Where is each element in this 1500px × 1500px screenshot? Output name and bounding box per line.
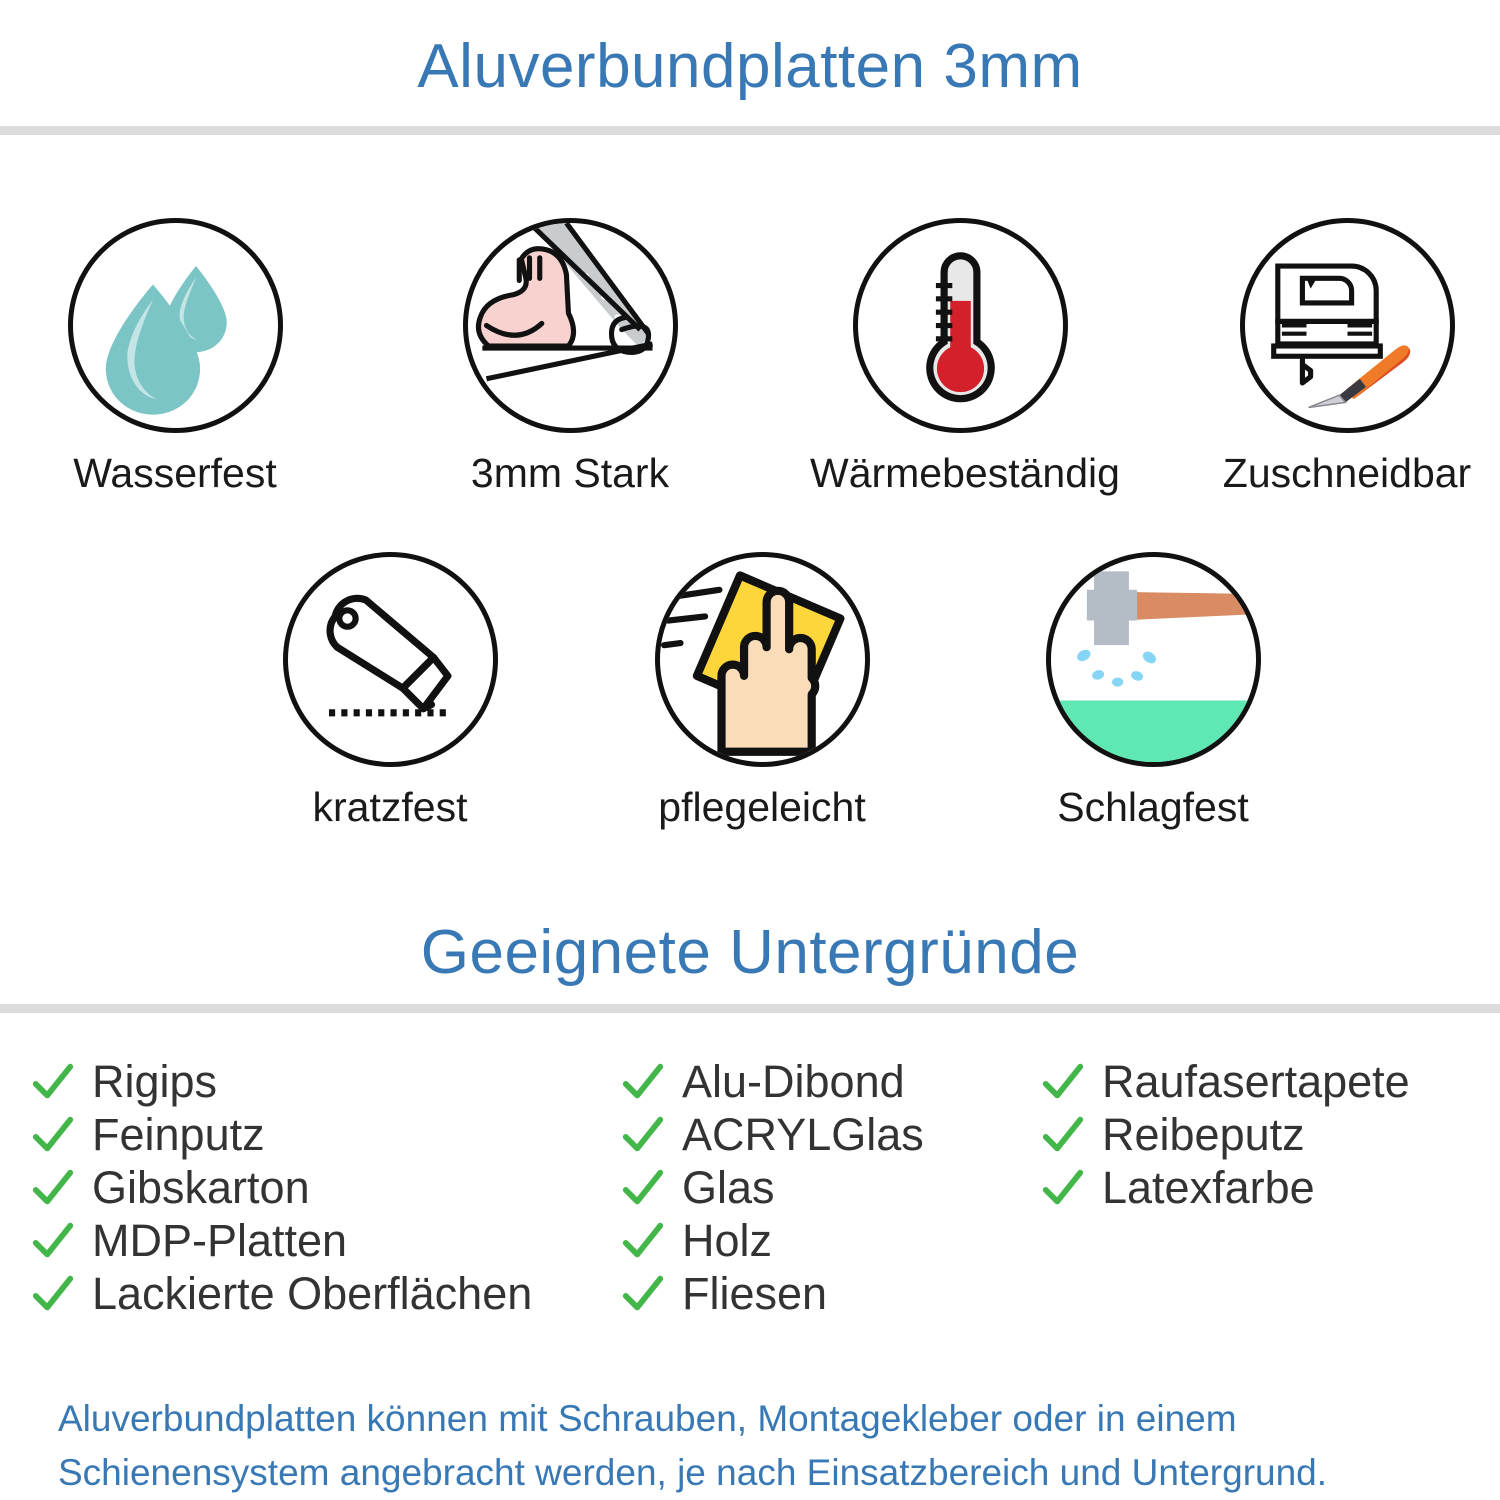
divider-middle bbox=[0, 1004, 1500, 1013]
feature-pflegeleicht: pflegeleicht bbox=[612, 552, 912, 830]
feature-icon-circle bbox=[654, 552, 870, 767]
list-item-label: Lackierte Oberflächen bbox=[92, 1268, 533, 1319]
cutter-knife-icon bbox=[325, 594, 451, 717]
list-item-label: Fliesen bbox=[682, 1268, 828, 1319]
page-title: Aluverbundplatten 3mm bbox=[0, 36, 1500, 98]
check-icon bbox=[32, 1063, 74, 1098]
mounting-note: Aluverbundplatten können mit Schrauben, … bbox=[58, 1398, 1328, 1493]
checklist-column-3: Raufasertapete Reibeputz Latexfarbe bbox=[1040, 1055, 1480, 1320]
check-icon bbox=[32, 1275, 74, 1310]
feature-label: Schlagfest bbox=[1057, 784, 1249, 830]
feature-icon-circle bbox=[1239, 218, 1455, 433]
list-item-label: Holz bbox=[682, 1215, 773, 1266]
feature-icon-circle bbox=[67, 218, 283, 433]
feature-label: 3mm Stark bbox=[470, 450, 670, 496]
flexed-arm-icon bbox=[475, 223, 653, 382]
feature-kratzfest: kratzfest bbox=[240, 552, 540, 830]
list-item: Raufasertapete bbox=[1040, 1055, 1480, 1108]
list-item: Rigips bbox=[30, 1055, 620, 1108]
list-item-label: Feinputz bbox=[92, 1109, 265, 1160]
feature-label: pflegeleicht bbox=[658, 784, 866, 830]
list-item: Gibskarton bbox=[30, 1161, 620, 1214]
feature-3mm-stark: 3mm Stark bbox=[420, 218, 720, 496]
feature-waermebestaendig: Wärmebeständig bbox=[810, 218, 1120, 496]
list-item: Reibeputz bbox=[1040, 1108, 1480, 1161]
list-item-label: MDP-Platten bbox=[92, 1215, 348, 1266]
section-heading-text: Geeignete Untergründe bbox=[420, 918, 1080, 987]
check-icon bbox=[32, 1222, 74, 1257]
feature-label: Wasserfest bbox=[73, 450, 277, 496]
list-item: Fliesen bbox=[620, 1267, 1040, 1320]
check-icon bbox=[622, 1063, 664, 1098]
hand-cloth-icon bbox=[660, 571, 844, 756]
feature-icon-circle bbox=[462, 218, 678, 433]
list-item-label: Rigips bbox=[92, 1056, 218, 1107]
divider-top bbox=[0, 126, 1500, 135]
check-icon bbox=[622, 1222, 664, 1257]
feature-icon-circle bbox=[282, 552, 498, 767]
page-title-text: Aluverbundplatten 3mm bbox=[417, 32, 1083, 101]
feature-label: kratzfest bbox=[312, 784, 468, 830]
list-item-label: Gibskarton bbox=[92, 1162, 310, 1213]
list-item: Feinputz bbox=[30, 1108, 620, 1161]
check-icon bbox=[1042, 1063, 1084, 1098]
list-item-label: Reibeputz bbox=[1102, 1109, 1305, 1160]
hammer-impact-icon bbox=[1050, 571, 1256, 762]
list-item-label: Alu-Dibond bbox=[682, 1056, 905, 1107]
checklist-column-2: Alu-Dibond ACRYLGlas Glas Holz Fliesen bbox=[620, 1055, 1040, 1320]
thermometer-icon bbox=[925, 252, 995, 403]
list-item-label: Latexfarbe bbox=[1102, 1162, 1315, 1213]
feature-wasserfest: Wasserfest bbox=[25, 218, 325, 496]
list-item: Glas bbox=[620, 1161, 1040, 1214]
check-icon bbox=[622, 1116, 664, 1151]
check-icon bbox=[1042, 1116, 1084, 1151]
checklist-column-1: Rigips Feinputz Gibskarton MDP-Platten L… bbox=[0, 1055, 620, 1320]
feature-zuschneidbar: Zuschneidbar bbox=[1197, 218, 1497, 496]
feature-label: Zuschneidbar bbox=[1222, 450, 1472, 496]
list-item-label: Raufasertapete bbox=[1102, 1056, 1410, 1107]
list-item: MDP-Platten bbox=[30, 1214, 620, 1267]
feature-icon-circle bbox=[1045, 552, 1261, 767]
check-icon bbox=[622, 1169, 664, 1204]
water-drops-icon bbox=[105, 266, 227, 415]
list-item: Latexfarbe bbox=[1040, 1161, 1480, 1214]
suitable-substrates-list: Rigips Feinputz Gibskarton MDP-Platten L… bbox=[0, 1055, 1500, 1320]
feature-label: Wärmebeständig bbox=[810, 450, 1120, 496]
list-item-label: Glas bbox=[682, 1162, 775, 1213]
feature-schlagfest: Schlagfest bbox=[1003, 552, 1303, 830]
list-item: ACRYLGlas bbox=[620, 1108, 1040, 1161]
jigsaw-cutter-icon bbox=[1270, 263, 1410, 409]
list-item: Holz bbox=[620, 1214, 1040, 1267]
check-icon bbox=[1042, 1169, 1084, 1204]
check-icon bbox=[32, 1116, 74, 1151]
feature-icon-circle bbox=[852, 218, 1068, 433]
check-icon bbox=[32, 1169, 74, 1204]
check-icon bbox=[622, 1275, 664, 1310]
list-item-label: ACRYLGlas bbox=[682, 1109, 924, 1160]
list-item: Lackierte Oberflächen bbox=[30, 1267, 620, 1320]
section-heading-untergruende: Geeignete Untergründe bbox=[0, 922, 1500, 984]
list-item: Alu-Dibond bbox=[620, 1055, 1040, 1108]
